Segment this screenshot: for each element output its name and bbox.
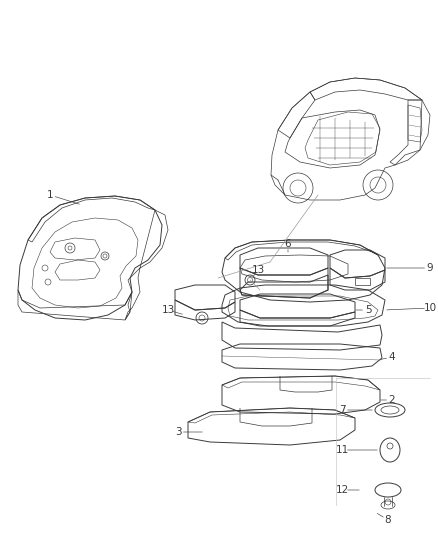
Text: 5: 5 bbox=[365, 305, 371, 315]
Text: 8: 8 bbox=[385, 515, 391, 525]
Text: 9: 9 bbox=[427, 263, 433, 273]
Text: 12: 12 bbox=[336, 485, 349, 495]
Text: 10: 10 bbox=[424, 303, 437, 313]
Text: 4: 4 bbox=[389, 352, 396, 362]
Text: 2: 2 bbox=[389, 395, 396, 405]
Text: 13: 13 bbox=[161, 305, 175, 315]
Text: 1: 1 bbox=[47, 190, 53, 200]
Text: 3: 3 bbox=[175, 427, 181, 437]
Text: 13: 13 bbox=[251, 265, 265, 275]
Text: 11: 11 bbox=[336, 445, 349, 455]
Text: 7: 7 bbox=[339, 405, 345, 415]
Text: 6: 6 bbox=[285, 239, 291, 249]
